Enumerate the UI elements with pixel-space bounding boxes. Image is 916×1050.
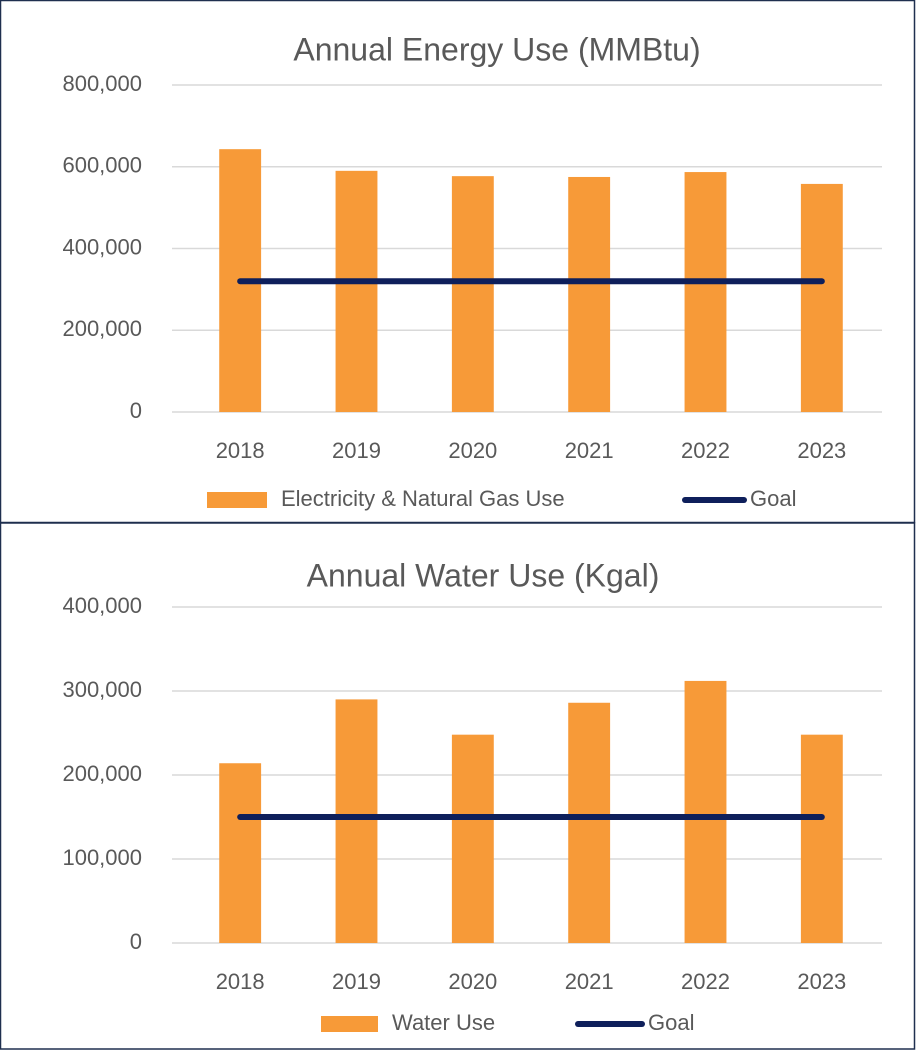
bar [335,699,378,943]
bar [800,734,843,943]
legend-label: Water Use [392,1010,495,1035]
legend-label: Goal [750,486,796,511]
bar [684,680,727,943]
x-tick-label: 2020 [448,969,497,994]
bar [335,170,378,412]
chart-title: Annual Energy Use (MMBtu) [293,31,700,67]
bar [800,183,843,412]
y-tick-label: 200,000 [62,316,142,341]
y-tick-label: 400,000 [62,234,142,259]
x-tick-label: 2023 [797,969,846,994]
y-tick-label: 400,000 [62,593,142,618]
x-tick-label: 2021 [565,438,614,463]
x-tick-label: 2022 [681,438,730,463]
bar [219,763,262,943]
y-tick-label: 300,000 [62,677,142,702]
y-tick-label: 600,000 [62,153,142,178]
x-tick-label: 2021 [565,969,614,994]
x-tick-label: 2018 [216,969,265,994]
y-tick-label: 0 [130,929,142,954]
legend-label: Goal [648,1010,694,1035]
y-tick-label: 100,000 [62,845,142,870]
y-tick-label: 800,000 [62,71,142,96]
legend-swatch [207,492,267,508]
x-tick-label: 2022 [681,969,730,994]
bar [684,172,727,412]
x-tick-label: 2019 [332,438,381,463]
x-tick-label: 2020 [448,438,497,463]
bar [451,176,494,412]
chart-title: Annual Water Use (Kgal) [307,557,660,593]
bar [568,702,611,943]
y-tick-label: 0 [130,398,142,423]
x-tick-label: 2018 [216,438,265,463]
x-tick-label: 2019 [332,969,381,994]
y-tick-label: 200,000 [62,761,142,786]
bar [568,176,611,412]
legend-label: Electricity & Natural Gas Use [281,486,565,511]
bar [451,734,494,943]
legend-swatch [321,1016,378,1032]
x-tick-label: 2023 [797,438,846,463]
